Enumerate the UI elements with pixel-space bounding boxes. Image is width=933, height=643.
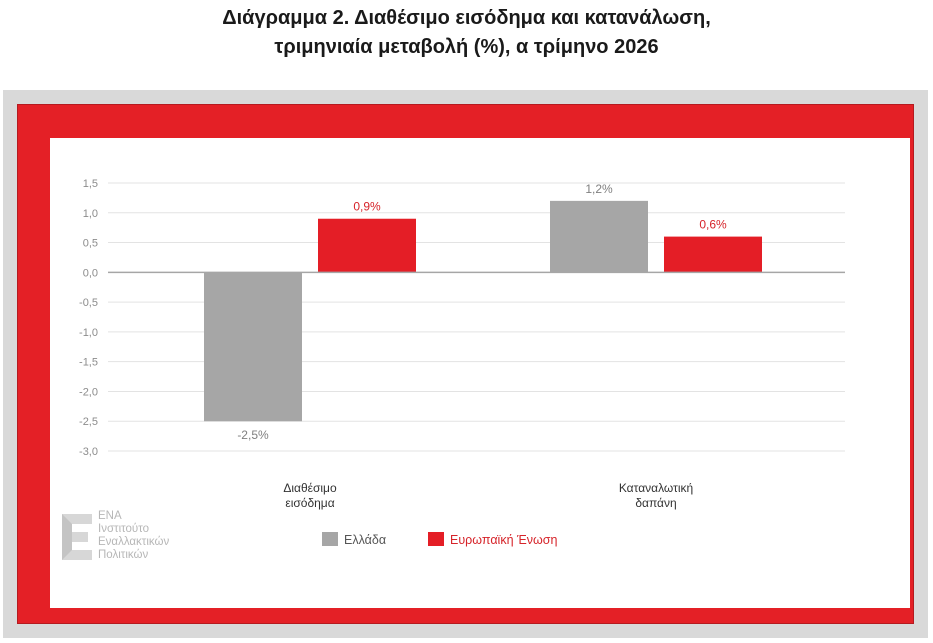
category-label: δαπάνη — [635, 496, 676, 510]
ena-logo-mark-icon — [62, 514, 92, 560]
y-tick-label: 0,5 — [83, 238, 98, 250]
chart-title-line-2: τριμηνιαία μεταβολή (%), α τρίμηνο 2026 — [274, 36, 659, 58]
chart-title: Διάγραμμα 2. Διαθέσιμο εισόδημα και κατα… — [0, 4, 933, 62]
ena-logo-text: ΕΝΑ Ινστιτούτο Εναλλακτικών Πολιτικών — [98, 510, 169, 562]
y-tick-label: -0,5 — [79, 297, 98, 309]
data-label: 1,2% — [585, 182, 613, 196]
y-tick-label: -1,5 — [79, 357, 98, 369]
bar — [204, 272, 302, 422]
y-tick-label: -1,0 — [79, 327, 98, 339]
ena-logo: ΕΝΑ Ινστιτούτο Εναλλακτικών Πολιτικών — [58, 510, 198, 572]
logo-line-2: Ινστιτούτο — [98, 523, 149, 535]
chart-frame-border — [17, 104, 914, 624]
data-label: -2,5% — [237, 428, 269, 442]
chart-frame — [3, 90, 928, 638]
y-tick-label: 1,0 — [83, 208, 98, 220]
legend-label: Ευρωπαϊκή Ένωση — [450, 533, 558, 547]
logo-line-4: Πολιτικών — [98, 549, 149, 561]
data-label: 0,9% — [353, 200, 381, 214]
y-tick-label: 0,0 — [83, 267, 98, 279]
logo-line-3: Εναλλακτικών — [98, 536, 170, 548]
chart-title-line-1: Διάγραμμα 2. Διαθέσιμο εισόδημα και κατα… — [222, 7, 711, 29]
logo-line-1: ΕΝΑ — [98, 510, 122, 522]
bar — [664, 236, 762, 273]
y-tick-label: 1,5 — [83, 178, 98, 190]
y-tick-label: -2,0 — [79, 386, 98, 398]
category-label: εισόδημα — [285, 496, 334, 510]
category-label: Διαθέσιμο — [283, 481, 337, 495]
y-tick-label: -3,0 — [79, 446, 98, 458]
data-label: 0,6% — [699, 218, 727, 232]
legend-swatch — [428, 532, 444, 546]
y-tick-label: -2,5 — [79, 416, 98, 428]
legend-swatch — [322, 532, 338, 546]
bar — [550, 200, 648, 273]
chart-panel — [50, 138, 910, 608]
category-label: Καταναλωτική — [619, 481, 693, 495]
legend-label: Ελλάδα — [344, 533, 386, 547]
bar — [318, 218, 416, 273]
